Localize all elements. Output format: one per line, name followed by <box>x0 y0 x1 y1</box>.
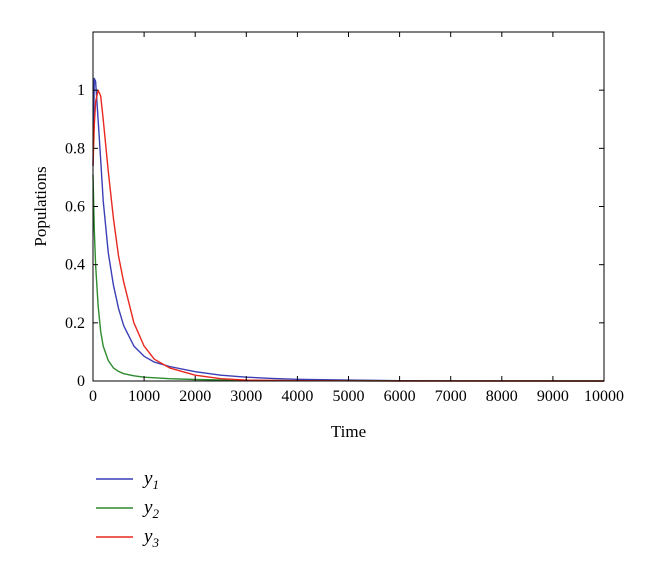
x-tick-label: 2000 <box>179 388 211 405</box>
legend-label: y1 <box>142 468 159 492</box>
x-tick-label: 0 <box>89 388 97 405</box>
legend-entry-1: y1 <box>96 468 159 492</box>
series-line-1 <box>92 77 605 382</box>
y-tick-label: 1 <box>77 82 85 99</box>
y-tick-label: 0.8 <box>65 140 85 157</box>
series-line-2 <box>92 174 605 382</box>
legend-label: y2 <box>142 497 159 521</box>
legend-label: y3 <box>142 526 159 550</box>
x-tick-label: 7000 <box>435 388 467 405</box>
y-tick-label: 0.6 <box>65 199 85 216</box>
legend-entry-3: y3 <box>96 526 159 550</box>
ticks-layer: 0 1000 2000 3000 4000 5000 6000 7000 8000 9000 100… <box>65 32 624 405</box>
x-tick-label: 3000 <box>230 388 262 405</box>
y-tick-label: 0.2 <box>65 315 85 332</box>
x-tick-label: 8000 <box>486 388 518 405</box>
legend-entry-2: y2 <box>96 497 159 521</box>
y-tick-label: 0.4 <box>65 257 85 274</box>
series-layer <box>92 77 605 382</box>
x-tick-label: 4000 <box>281 388 313 405</box>
x-axis-title: Time <box>331 422 366 441</box>
x-tick-label: 10000 <box>584 388 624 405</box>
x-tick-label: 1000 <box>128 388 160 405</box>
legend: y1 y2 y3 <box>96 468 159 550</box>
x-tick-label: 6000 <box>384 388 416 405</box>
plot-frame <box>92 31 605 382</box>
x-tick-label: 5000 <box>333 388 365 405</box>
y-axis-title: Populations <box>31 166 50 246</box>
x-tick-label: 9000 <box>537 388 569 405</box>
series-line-3 <box>92 89 604 382</box>
y-tick-label: 0 <box>77 373 85 390</box>
